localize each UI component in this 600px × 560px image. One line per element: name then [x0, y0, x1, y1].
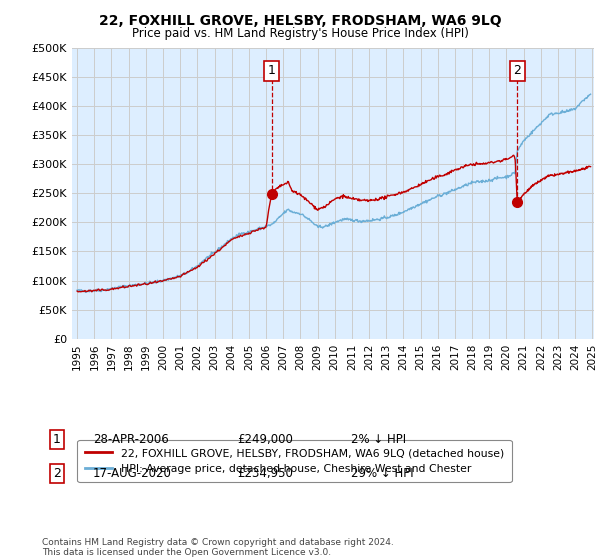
- Text: 1: 1: [53, 433, 61, 446]
- Text: 22, FOXHILL GROVE, HELSBY, FRODSHAM, WA6 9LQ: 22, FOXHILL GROVE, HELSBY, FRODSHAM, WA6…: [98, 14, 502, 28]
- Legend: 22, FOXHILL GROVE, HELSBY, FRODSHAM, WA6 9LQ (detached house), HPI: Average pric: 22, FOXHILL GROVE, HELSBY, FRODSHAM, WA6…: [77, 440, 512, 482]
- Text: £234,950: £234,950: [237, 466, 293, 480]
- Text: 2% ↓ HPI: 2% ↓ HPI: [351, 433, 406, 446]
- Text: £249,000: £249,000: [237, 433, 293, 446]
- Text: 1: 1: [268, 64, 275, 77]
- Text: Price paid vs. HM Land Registry's House Price Index (HPI): Price paid vs. HM Land Registry's House …: [131, 27, 469, 40]
- Text: 2: 2: [514, 64, 521, 77]
- Text: 29% ↓ HPI: 29% ↓ HPI: [351, 466, 413, 480]
- Text: 2: 2: [53, 466, 61, 480]
- Text: 28-APR-2006: 28-APR-2006: [93, 433, 169, 446]
- Text: Contains HM Land Registry data © Crown copyright and database right 2024.
This d: Contains HM Land Registry data © Crown c…: [42, 538, 394, 557]
- Text: 17-AUG-2020: 17-AUG-2020: [93, 466, 172, 480]
